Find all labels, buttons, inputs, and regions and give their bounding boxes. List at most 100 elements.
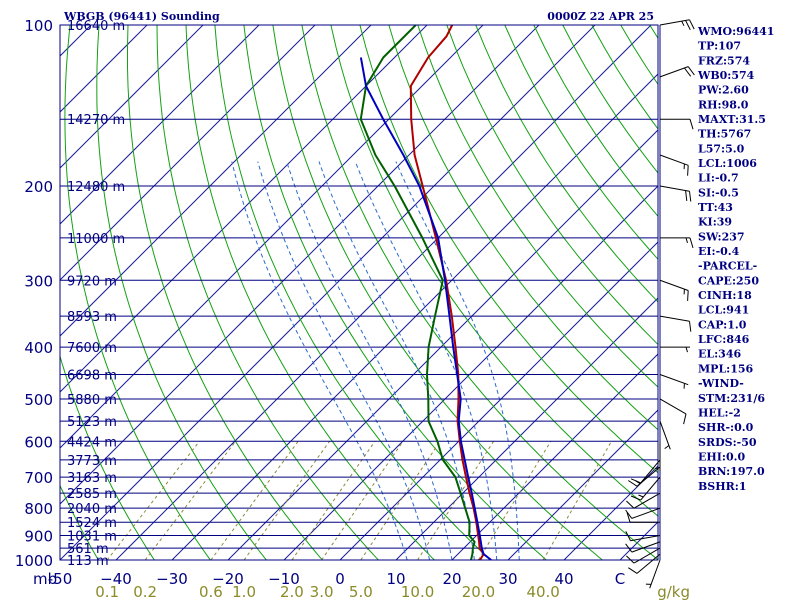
wind-barb-staff	[631, 507, 661, 519]
dry-adiabat-line	[446, 25, 658, 346]
height-label: 113 m	[67, 554, 109, 569]
isotherm-line	[60, 25, 540, 505]
index-entry: MAXT:31.5	[698, 113, 766, 126]
mixing-ratio-line	[478, 441, 552, 560]
temperature-profile	[409, 25, 485, 560]
isotherm-line	[60, 25, 316, 281]
moist-adiabat-line	[231, 161, 408, 560]
temperature-tick-label: −20	[212, 570, 244, 588]
dry-adiabat-line	[504, 25, 658, 260]
wind-barb-staff	[659, 185, 690, 192]
dry-adiabat-line	[127, 25, 324, 560]
temperature-tick-label: −10	[268, 570, 300, 588]
wind-barb-half-flag	[685, 237, 688, 244]
parcel-path	[359, 57, 492, 560]
index-entry: SHR-:0.0	[698, 421, 754, 434]
wind-barb-flag	[626, 555, 635, 564]
dry-adiabat-line	[60, 354, 155, 560]
height-label: 16640 m	[67, 19, 125, 34]
height-label: 9720 m	[67, 274, 117, 289]
index-entry: SI:-0.5	[698, 186, 739, 199]
dry-adiabat-line	[243, 25, 548, 560]
temperature-tick-label: −40	[100, 570, 132, 588]
height-label: 5123 m	[67, 415, 117, 430]
mixing-ratio-label: 0.2	[133, 583, 157, 600]
index-entry: TH:5767	[698, 128, 751, 141]
temperature-tick-label: 0	[335, 570, 345, 588]
mixing-ratio-unit-label: g/kg	[657, 583, 690, 600]
dry-adiabat-line	[475, 25, 658, 303]
mixing-ratio-label: 20.0	[462, 583, 495, 600]
height-label: 561 m	[67, 542, 109, 557]
height-label: 3163 m	[67, 471, 117, 486]
index-entry: HEL:-2	[698, 406, 741, 419]
index-entry: -WIND-	[698, 377, 744, 390]
mixing-ratio-label: 0.1	[95, 583, 119, 600]
dry-adiabat-line	[359, 25, 658, 474]
wind-barb-staff	[659, 373, 689, 386]
plot-frame	[59, 24, 659, 561]
height-label: 3773 m	[67, 454, 117, 469]
wind-barb-flag	[625, 531, 631, 541]
wind-barb-staff	[633, 492, 661, 509]
dry-adiabat-line	[96, 25, 268, 560]
wind-barb-staff	[659, 19, 690, 26]
isotherm-line	[115, 25, 652, 560]
moist-adiabat-line	[257, 161, 431, 560]
height-label: 5880 m	[67, 393, 117, 408]
dry-adiabat-line	[185, 25, 436, 560]
moist-adiabat-line	[395, 161, 520, 560]
wind-barb-staff	[633, 547, 661, 564]
index-entry: TT:43	[698, 201, 733, 214]
moist-adiabat-line	[286, 161, 453, 560]
wind-barb-flag	[630, 495, 641, 501]
height-label: 8593 m	[67, 310, 117, 325]
wind-barb-flag	[689, 321, 692, 332]
wind-barb-staff	[640, 459, 661, 484]
dry-adiabat-line	[272, 25, 604, 560]
temperature-tick-label: −30	[156, 570, 188, 588]
mixing-ratio-line	[542, 441, 612, 560]
index-entry: EL:346	[698, 348, 741, 361]
isotherm-line	[60, 25, 484, 449]
chart-title: WBGB (96441) Sounding	[63, 10, 220, 23]
pressure-unit-label: mb	[33, 570, 57, 588]
mixing-ratio-line	[291, 441, 376, 560]
pressure-tick-label: 300	[24, 272, 53, 290]
index-entry: CAPE:250	[698, 274, 759, 287]
wind-barbs	[625, 19, 695, 589]
wind-barb-flag	[683, 413, 687, 425]
height-label: 1031 m	[67, 530, 117, 545]
height-label: 2585 m	[67, 487, 117, 502]
mixing-ratio-label: 5.0	[349, 583, 373, 600]
wind-barb-flag	[628, 567, 638, 574]
isotherm-line	[451, 353, 658, 560]
index-entry: PW:2.60	[698, 84, 749, 97]
wind-barb-flag	[685, 190, 688, 201]
mixing-ratio-label: 40.0	[526, 583, 559, 600]
index-entry: BRN:197.0	[698, 465, 765, 478]
dry-adiabat-line	[214, 25, 492, 560]
wind-barb-flag	[689, 19, 695, 30]
wind-barb-flag	[689, 119, 694, 130]
index-entry: RH:98.0	[698, 98, 749, 111]
mixing-ratio-label: 2.0	[280, 583, 304, 600]
temperature-tick-label: C	[615, 570, 625, 588]
wind-barb-staff	[636, 553, 661, 574]
index-entry: L57:5.0	[698, 142, 745, 155]
isotherm-line	[227, 129, 658, 560]
dry-adiabat-line	[64, 25, 212, 560]
wind-barb-flag	[685, 20, 691, 31]
index-entry: MPL:156	[698, 362, 754, 375]
isotherm-line	[339, 241, 658, 560]
height-label: 11000 m	[67, 232, 125, 247]
pressure-tick-label: 200	[24, 178, 53, 196]
isotherm-line	[60, 25, 428, 393]
index-entry: EI:-0.4	[698, 245, 740, 258]
wind-barb-half-flag	[654, 466, 661, 470]
wind-barb-flag	[684, 67, 692, 77]
wind-barb-staff	[631, 541, 661, 553]
wind-barb-staff	[659, 420, 671, 450]
mixing-ratio-line	[210, 441, 299, 560]
